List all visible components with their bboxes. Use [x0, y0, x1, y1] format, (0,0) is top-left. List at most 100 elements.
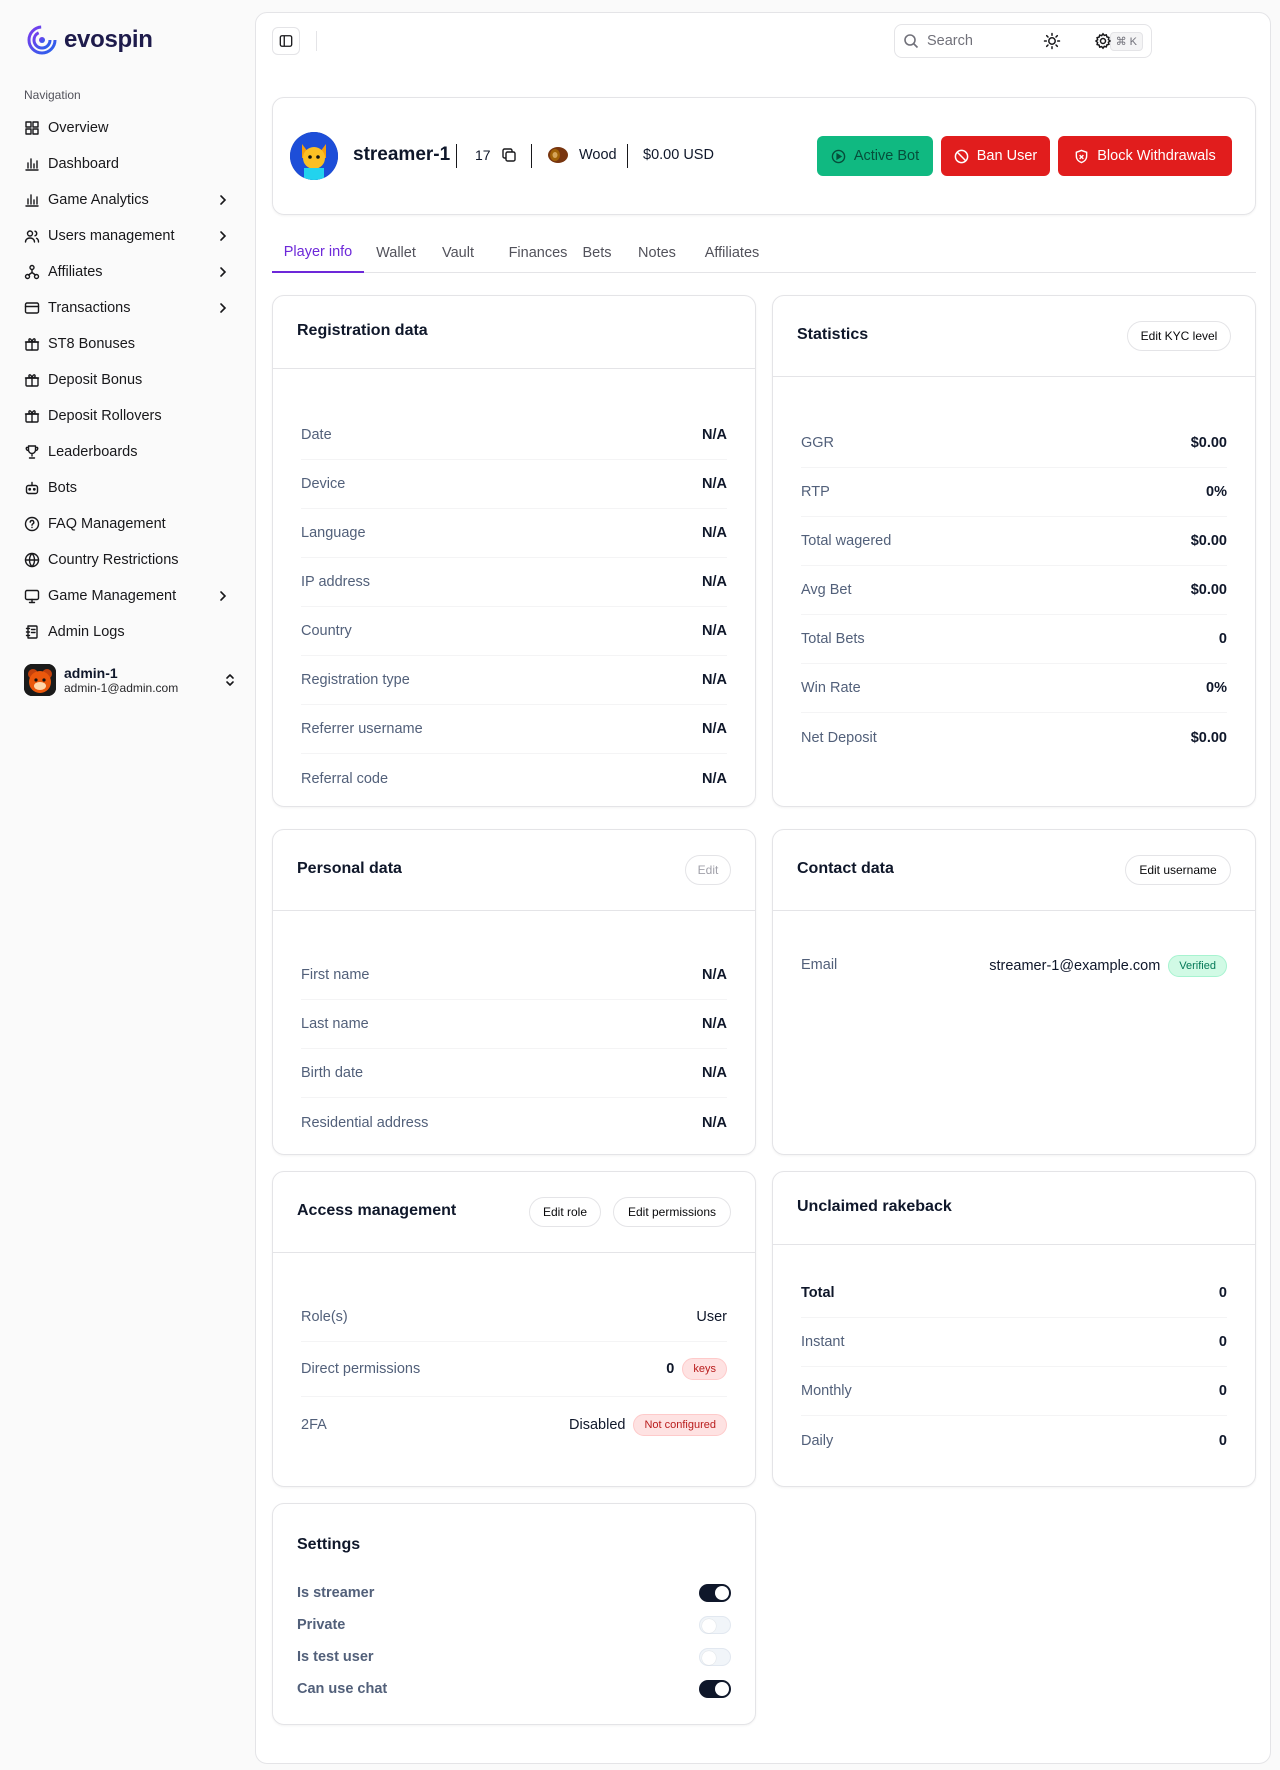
data-row: First name N/A	[301, 951, 727, 1000]
active-bot-button[interactable]: Active Bot	[817, 136, 933, 176]
data-row: Instant 0	[801, 1318, 1227, 1367]
tab-vault[interactable]: Vault	[442, 245, 474, 261]
row-value: 0	[1218, 1285, 1227, 1301]
brand-name: evospin	[64, 26, 153, 53]
ban-user-button[interactable]: Ban User	[941, 136, 1050, 176]
row-value: 0	[1218, 631, 1227, 647]
rakeback-rows: Total 0 Instant 0 Monthly 0 Daily 0	[801, 1269, 1227, 1465]
row-label: Monthly	[801, 1383, 852, 1399]
search-input[interactable]: Search ⌘ K	[894, 24, 1152, 58]
card-header: Personal data Edit	[273, 830, 755, 911]
keys-badge: keys	[682, 1358, 727, 1380]
chevron-right-icon[interactable]	[216, 301, 230, 315]
data-row: Referrer username N/A	[301, 705, 727, 754]
sidebar-item-country-restrictions[interactable]: Country Restrictions	[16, 542, 238, 578]
sidebar-item-overview[interactable]: Overview	[16, 110, 238, 146]
sidebar-item-dashboard[interactable]: Dashboard	[16, 146, 238, 182]
theme-toggle-button[interactable]	[1038, 27, 1066, 55]
setting-toggle[interactable]	[699, 1680, 731, 1698]
setting-toggle[interactable]	[699, 1616, 731, 1634]
chevron-right-icon[interactable]	[216, 193, 230, 207]
setting-toggle[interactable]	[699, 1584, 731, 1602]
player-avatar	[290, 132, 338, 180]
row-value: $0.00	[1190, 729, 1227, 746]
access-management-card: Access management Edit role Edit permiss…	[272, 1171, 756, 1487]
setting-private: Private	[297, 1609, 731, 1641]
email-value-group: streamer-1@example.com Verified	[989, 955, 1227, 977]
sidebar-item-faq-management[interactable]: FAQ Management	[16, 506, 238, 542]
copy-icon[interactable]	[501, 147, 517, 163]
row-label: Birth date	[301, 1065, 364, 1081]
card-header: Unclaimed rakeback	[773, 1172, 1255, 1245]
rakeback-card: Unclaimed rakeback Total 0 Instant 0 Monthly…	[772, 1171, 1256, 1487]
row-label: Country	[301, 623, 352, 639]
setting-is-test-user: Is test user	[297, 1641, 731, 1673]
settings-button[interactable]	[1089, 27, 1117, 55]
chevrons-up-down-icon[interactable]	[222, 672, 238, 688]
card-title: Statistics	[797, 326, 869, 343]
sidebar-item-deposit-rollovers[interactable]: Deposit Rollovers	[16, 398, 238, 434]
row-value: N/A	[702, 476, 727, 492]
chevron-right-icon[interactable]	[216, 229, 230, 243]
data-row: Birth date N/A	[301, 1049, 727, 1098]
sidebar-item-label: Dashboard	[48, 156, 119, 172]
card-header: Contact data Edit username	[773, 830, 1255, 911]
edit-personal-button[interactable]: Edit	[685, 855, 731, 885]
sidebar-item-admin-logs[interactable]: Admin Logs	[16, 614, 238, 650]
sidebar-item-game-management[interactable]: Game Management	[16, 578, 238, 614]
tab-player-info[interactable]: Player info	[272, 233, 364, 273]
chevron-right-icon[interactable]	[216, 265, 230, 279]
sidebar-item-leaderboards[interactable]: Leaderboards	[16, 434, 238, 470]
wallet-icon	[24, 302, 40, 314]
card-title: Settings	[297, 1536, 361, 1553]
statistics-card: Statistics Edit KYC level GGR $0.00 RTP 0% T…	[772, 295, 1256, 807]
avatar	[24, 664, 56, 696]
edit-kyc-level-button[interactable]: Edit KYC level	[1127, 321, 1231, 351]
logo-swirl-icon	[27, 25, 57, 55]
row-value: $0.00	[1190, 582, 1227, 598]
tab-notes[interactable]: Notes	[638, 245, 676, 261]
row-label: IP address	[301, 574, 371, 590]
row-label: Daily	[801, 1432, 834, 1449]
tab-wallet[interactable]: Wallet	[376, 245, 416, 261]
card-header: Statistics Edit KYC level	[773, 296, 1255, 377]
sidebar-item-game-analytics[interactable]: Game Analytics	[16, 182, 238, 218]
sidebar-item-st8-bonuses[interactable]: ST8 Bonuses	[16, 326, 238, 362]
current-user[interactable]: admin-1 admin-1@admin.com	[24, 662, 238, 698]
sidebar-toggle-button[interactable]	[272, 27, 300, 55]
edit-username-button[interactable]: Edit username	[1125, 855, 1231, 885]
row-label: Language	[301, 525, 366, 541]
verified-badge: Verified	[1168, 955, 1227, 977]
data-row: Daily 0	[801, 1416, 1227, 1465]
edit-role-button[interactable]: Edit role	[529, 1197, 601, 1227]
personal-data-card: Personal data Edit First name N/A Last nam…	[272, 829, 756, 1155]
row-label: GGR	[801, 435, 835, 451]
data-row: Win Rate 0%	[801, 664, 1227, 713]
chevron-right-icon[interactable]	[216, 589, 230, 603]
permissions-count: 0	[666, 1361, 675, 1377]
row-value: N/A	[702, 427, 727, 443]
setting-label: Is streamer	[297, 1585, 375, 1601]
search-placeholder: Search	[927, 33, 973, 49]
sidebar-item-transactions[interactable]: Transactions	[16, 290, 238, 326]
data-row: Referral code N/A	[301, 754, 727, 803]
player-balance: $0.00 USD	[643, 147, 714, 163]
edit-permissions-button[interactable]: Edit permissions	[613, 1197, 731, 1227]
sidebar-item-affiliates[interactable]: Affiliates	[16, 254, 238, 290]
sidebar-item-deposit-bonus[interactable]: Deposit Bonus	[16, 362, 238, 398]
row-value: N/A	[702, 672, 727, 688]
tab-affiliates[interactable]: Affiliates	[704, 245, 760, 261]
data-row: Country N/A	[301, 607, 727, 656]
tab-finances[interactable]: Finances	[508, 245, 568, 261]
tab-bets[interactable]: Bets	[582, 245, 612, 261]
row-value: 0%	[1206, 484, 1227, 500]
roles-row: Role(s) User	[301, 1293, 727, 1342]
brand-logo[interactable]: evospin	[26, 24, 153, 56]
setting-toggle[interactable]	[699, 1648, 731, 1666]
sidebar-item-bots[interactable]: Bots	[16, 470, 238, 506]
sidebar-item-label: Deposit Bonus	[48, 372, 143, 388]
help-circle-icon	[24, 516, 40, 532]
block-withdrawals-button[interactable]: Block Withdrawals	[1058, 136, 1232, 176]
sidebar-item-users-management[interactable]: Users management	[16, 218, 238, 254]
tfa-value-group: Disabled Not configured	[569, 1413, 727, 1436]
